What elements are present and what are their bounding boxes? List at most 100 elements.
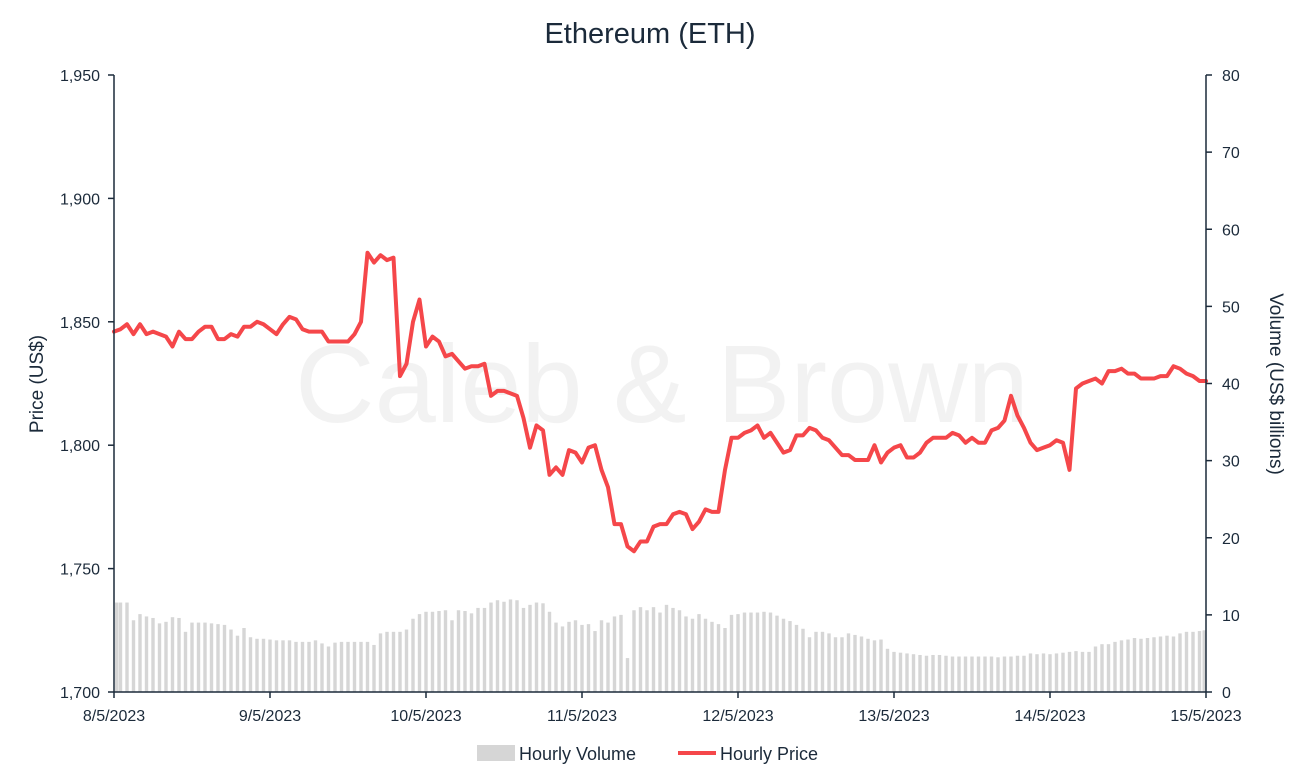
volume-bar [268, 639, 272, 692]
volume-bar [1067, 651, 1072, 692]
volume-bar [1002, 656, 1007, 692]
volume-bar [115, 602, 119, 692]
volume-bar [755, 612, 760, 692]
volume-bar [443, 610, 448, 692]
volume-bar [1100, 644, 1104, 692]
volume-bar [118, 602, 123, 692]
volume-bar [768, 612, 773, 692]
volume-bar [710, 621, 714, 692]
volume-bar [950, 656, 955, 692]
volume-bar [989, 656, 994, 692]
volume-bar [1126, 639, 1130, 692]
volume-bar [1041, 653, 1046, 692]
volume-bar [1093, 646, 1098, 692]
volume-bar [1054, 653, 1059, 692]
x-tick-label: 14/5/2023 [1014, 708, 1085, 725]
legend-price-label: Hourly Price [720, 744, 818, 764]
volume-bar [619, 614, 623, 693]
volume-bar [352, 641, 357, 692]
volume-bar [216, 624, 220, 692]
right-tick-label: 50 [1222, 299, 1240, 316]
volume-bar [911, 654, 916, 692]
volume-bar [404, 629, 409, 692]
volume-bar [508, 599, 513, 692]
volume-bar [742, 612, 747, 692]
volume-bar [1132, 638, 1137, 692]
volume-bar [300, 641, 305, 692]
volume-bar [677, 610, 682, 692]
volume-bar [209, 623, 214, 692]
volume-bar [1087, 651, 1091, 692]
volume-bar [931, 654, 935, 692]
volume-bar [729, 614, 734, 693]
volume-bar [1028, 653, 1033, 692]
volume-bar [703, 618, 708, 692]
volume-bar [788, 621, 792, 692]
volume-bar [411, 618, 415, 692]
volume-bar [1145, 638, 1150, 692]
volume-bar [736, 614, 740, 692]
volume-bar [359, 641, 363, 692]
right-axis-ticks: 0 10 20 30 40 50 60 70 80 [1206, 68, 1240, 702]
volume-bar [489, 602, 493, 692]
volume-bar [385, 631, 389, 692]
volume-bar [177, 617, 181, 692]
volume-bar [885, 648, 890, 692]
volume-bar [612, 616, 617, 692]
volume-bar [391, 631, 396, 692]
volume-bar [606, 622, 610, 692]
volume-bar [586, 624, 591, 692]
volume-bar [632, 610, 636, 692]
volume-bar [528, 604, 532, 692]
volume-bar [573, 620, 578, 692]
volume-bars [115, 599, 1206, 693]
right-tick-label: 10 [1222, 608, 1240, 625]
legend: Hourly Volume Hourly Price [477, 744, 818, 764]
volume-bar [976, 656, 981, 692]
volume-bar [378, 633, 383, 692]
volume-bar [781, 618, 786, 692]
volume-bar [944, 655, 948, 692]
volume-bar [762, 611, 766, 692]
x-tick-label: 11/5/2023 [547, 708, 617, 725]
volume-bar [716, 624, 721, 692]
x-axis-ticks: 8/5/2023 9/5/2023 10/5/2023 11/5/2023 12/5/2… [83, 692, 1242, 725]
legend-volume-swatch [477, 745, 515, 761]
volume-bar [326, 646, 331, 692]
volume-bar [690, 618, 695, 692]
volume-bar [937, 654, 942, 692]
volume-bar [651, 607, 656, 692]
volume-bar [157, 623, 162, 692]
volume-bar [339, 641, 344, 692]
volume-bar [521, 607, 526, 692]
volume-bar [482, 607, 487, 692]
volume-bar [307, 641, 311, 692]
volume-bar [599, 620, 604, 692]
right-tick-label: 80 [1222, 68, 1240, 85]
volume-bar [196, 622, 201, 692]
volume-bar [463, 611, 467, 692]
volume-bar [469, 613, 474, 692]
volume-bar [495, 600, 500, 692]
left-tick-label: 1,850 [60, 315, 100, 332]
chart-title: Ethereum (ETH) [544, 18, 755, 50]
volume-bar [853, 634, 857, 692]
volume-bar [775, 615, 779, 692]
volume-bar [580, 624, 584, 692]
volume-bar [1113, 641, 1117, 692]
volume-bar [248, 637, 253, 692]
right-tick-label: 20 [1222, 531, 1240, 548]
volume-bar [658, 612, 662, 692]
right-tick-label: 0 [1222, 685, 1231, 702]
volume-bar [138, 614, 142, 692]
volume-bar [1158, 636, 1163, 692]
volume-bar [957, 656, 961, 692]
volume-bar [554, 622, 558, 692]
volume-bar [320, 643, 324, 692]
volume-bar [203, 622, 207, 692]
volume-bar [801, 628, 805, 692]
left-tick-label: 1,950 [60, 68, 100, 85]
volume-bar [437, 611, 441, 692]
left-tick-label: 1,700 [60, 685, 100, 702]
volume-bar [814, 631, 818, 692]
